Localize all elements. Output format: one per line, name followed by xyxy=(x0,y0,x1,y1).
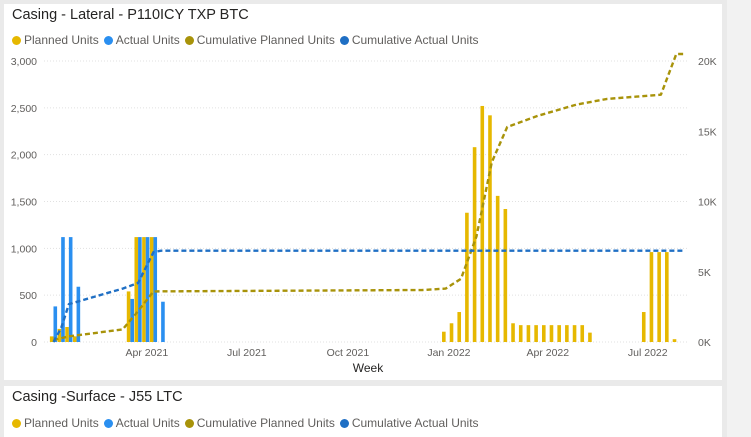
planned-units-bar xyxy=(641,312,646,342)
legend-dot-icon xyxy=(103,418,113,428)
planned-units-bar xyxy=(503,208,508,342)
x-tick-label: Apr 2021 xyxy=(126,347,169,359)
legend-item-actual[interactable]: Actual Units xyxy=(103,416,180,430)
x-axis-title: Week xyxy=(353,361,384,375)
actual-units-bar xyxy=(130,298,134,342)
x-tick-label: Jul 2022 xyxy=(628,347,668,359)
planned-units-bar xyxy=(572,325,577,342)
legend-dot-icon xyxy=(12,418,21,428)
planned-units-bar xyxy=(511,323,515,342)
y-right-tick-label: 10K xyxy=(698,197,717,209)
legend-dot-icon xyxy=(184,35,194,45)
y-left-tick-label: 2,500 xyxy=(11,103,37,115)
planned-units-bar xyxy=(565,325,569,342)
legend-item-planned[interactable]: Planned Units xyxy=(12,416,99,430)
y-left-tick-label: 2,000 xyxy=(11,150,37,162)
planned-units-bar xyxy=(657,252,661,342)
planned-units-bar xyxy=(649,252,654,342)
page-scrollbar[interactable] xyxy=(727,0,751,437)
planned-units-bar xyxy=(580,325,585,342)
planned-units-bar xyxy=(480,105,485,343)
y-right-tick-label: 15K xyxy=(698,126,717,138)
planned-units-bar xyxy=(442,331,446,342)
planned-units-bar xyxy=(465,212,469,342)
y-left-tick-label: 3,000 xyxy=(11,56,37,68)
planned-units-bar xyxy=(72,336,77,342)
planned-units-bar xyxy=(518,325,523,342)
legend-label: Cumulative Planned Units xyxy=(196,33,335,47)
legend-item-actual[interactable]: Actual Units xyxy=(103,33,180,47)
y-left-tick-label: 500 xyxy=(19,290,37,302)
actual-units-bar xyxy=(138,237,142,342)
planned-units-bar xyxy=(526,325,531,342)
actual-units-bar xyxy=(76,286,81,342)
planned-units-bar xyxy=(449,323,454,342)
x-tick-label: Jul 2021 xyxy=(227,347,267,359)
planned-units-bar xyxy=(457,312,462,342)
y-left-tick-label: 1,000 xyxy=(11,243,37,255)
legend-label: Planned Units xyxy=(24,416,99,430)
planned-units-bar xyxy=(65,327,69,342)
y-right-tick-label: 5K xyxy=(698,267,711,279)
planned-units-bar xyxy=(665,252,669,342)
legend-item-planned[interactable]: Planned Units xyxy=(12,33,99,47)
x-tick-label: Oct 2021 xyxy=(327,347,370,359)
actual-units-bar xyxy=(61,237,65,342)
legend-label: Cumulative Planned Units xyxy=(196,416,335,430)
actual-units-bar xyxy=(153,237,158,342)
cumulative-planned-line xyxy=(53,52,684,342)
actual-units-bar xyxy=(68,237,73,342)
planned-units-bar xyxy=(549,325,554,342)
chart-legend: Planned Units Actual Units Cumulative Pl… xyxy=(12,33,484,47)
planned-units-bar xyxy=(49,336,54,342)
legend-label: Actual Units xyxy=(115,33,180,47)
legend-item-cumulative-actual[interactable]: Cumulative Actual Units xyxy=(339,416,479,430)
legend-label: Cumulative Actual Units xyxy=(351,416,479,430)
chart-title: Casing - Lateral - P110ICY TXP BTC xyxy=(12,7,249,23)
legend-dot-icon xyxy=(339,35,349,45)
chart-title: Casing -Surface - J55 LTC xyxy=(12,389,183,405)
legend-dot-icon xyxy=(339,418,349,428)
planned-units-bar xyxy=(495,195,500,342)
planned-units-bar xyxy=(541,325,546,342)
legend-item-cumulative-planned[interactable]: Cumulative Planned Units xyxy=(184,416,335,430)
legend-dot-icon xyxy=(184,418,194,428)
legend-dot-icon xyxy=(103,35,113,45)
planned-units-bar xyxy=(488,115,492,343)
planned-units-bar xyxy=(672,339,677,342)
chart-legend: Planned Units Actual Units Cumulative Pl… xyxy=(12,416,484,430)
planned-units-bar xyxy=(57,328,62,342)
y-left-tick-label: 1,500 xyxy=(11,197,37,209)
actual-units-bar xyxy=(145,237,150,342)
y-right-tick-label: 0K xyxy=(698,337,711,349)
planned-units-bar xyxy=(534,325,538,342)
y-right-tick-label: 20K xyxy=(698,56,717,68)
actual-units-bar xyxy=(161,301,165,342)
planned-units-bar xyxy=(588,332,592,342)
legend-label: Planned Units xyxy=(24,33,99,47)
planned-units-bar xyxy=(557,325,561,342)
planned-units-bar xyxy=(149,237,154,342)
actual-units-bar xyxy=(53,306,58,342)
planned-units-bar xyxy=(142,237,146,342)
legend-label: Cumulative Actual Units xyxy=(351,33,479,47)
planned-units-bar xyxy=(134,237,139,342)
y-left-tick-label: 0 xyxy=(31,337,37,349)
chart-card-surface: Casing -Surface - J55 LTC Planned Units … xyxy=(4,386,722,437)
x-tick-label: Jan 2022 xyxy=(427,347,470,359)
x-tick-label: Apr 2022 xyxy=(526,347,569,359)
planned-units-bar xyxy=(126,291,131,342)
legend-item-cumulative-planned[interactable]: Cumulative Planned Units xyxy=(184,33,335,47)
legend-label: Actual Units xyxy=(115,416,180,430)
legend-item-cumulative-actual[interactable]: Cumulative Actual Units xyxy=(339,33,479,47)
legend-dot-icon xyxy=(12,35,21,45)
chart-card-lateral: Casing - Lateral - P110ICY TXP BTC Plann… xyxy=(4,4,722,380)
cumulative-actual-line xyxy=(52,249,684,343)
